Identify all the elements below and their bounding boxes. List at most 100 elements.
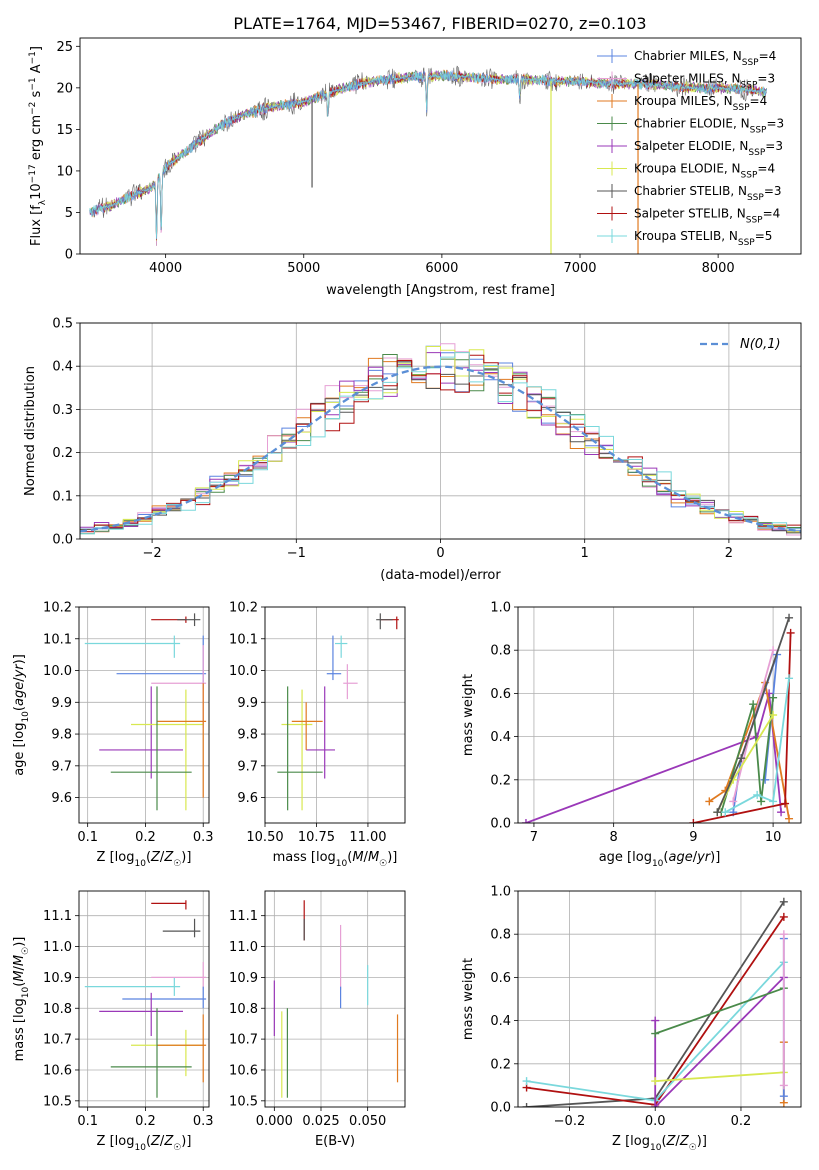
series-marker <box>651 1103 660 1107</box>
x-tick-label: 2 <box>725 546 733 561</box>
axes-frame <box>78 606 210 824</box>
errorbar-chabrier-stelib <box>177 613 201 627</box>
series-marker <box>521 819 530 823</box>
y-tick-label: 11.0 <box>43 940 72 955</box>
y-tick-label: 10 <box>56 164 73 179</box>
label-part: yr <box>12 663 27 679</box>
label-part: )] <box>12 937 27 947</box>
y-tick-label: 10.1 <box>43 632 72 647</box>
label-part: ( <box>347 850 352 865</box>
label-part: =4 <box>757 162 775 176</box>
series-marker <box>689 819 698 823</box>
legend-label-salpeter-elodie: Salpeter ELODIE, NSSP=3 <box>634 139 783 158</box>
label-part: )] <box>12 654 27 664</box>
y-tick-label: 0.6 <box>490 687 511 702</box>
y-tick-label: 0.4 <box>490 730 511 745</box>
plot-layer <box>84 900 207 1098</box>
label-part: age [log <box>12 723 27 776</box>
legend-label-kroupa-miles: Kroupa MILES, NSSP=4 <box>634 94 767 113</box>
y-tick-label: 0.0 <box>490 1101 511 1116</box>
errorbar-salpeter-elodie <box>99 686 183 779</box>
label-part: (data-model)/error <box>380 568 501 583</box>
label-part: Z [log <box>612 1134 650 1149</box>
label-part: =4 <box>763 207 781 221</box>
y-tick-label: 0 <box>65 248 73 263</box>
y-tick-label: 0.2 <box>490 773 511 788</box>
x-tick-label: 10.75 <box>298 830 335 845</box>
errorbar-kroupa-stelib <box>84 635 181 658</box>
series-line <box>654 987 785 1035</box>
label-part: λ <box>38 199 48 205</box>
label-part: =5 <box>755 229 773 243</box>
label-part: / <box>693 850 698 865</box>
y-axis-label: mass [log10(M/M☉)] <box>12 937 31 1062</box>
label-part: / <box>675 1134 680 1149</box>
series-marker <box>522 1077 531 1086</box>
plot-area <box>265 607 405 823</box>
label-part: =3 <box>766 117 784 131</box>
label-part: )] <box>387 850 397 865</box>
label-part: age <box>12 682 27 706</box>
x-tick-label: 11.00 <box>349 830 386 845</box>
age-vs-z-panel: 0.1 0.2 0.39.69.79.89.910.010.110.2Z [log1… <box>12 601 214 870</box>
label-part: A <box>29 64 44 77</box>
errorbar-kroupa-miles <box>291 702 323 750</box>
x-tick-label: 6000 <box>425 261 458 276</box>
x-tick-label: 7000 <box>563 261 596 276</box>
y-tick-label: 10.0 <box>229 664 258 679</box>
axes-frame <box>264 606 406 824</box>
plot-area <box>79 607 209 823</box>
x-tick-label: 0.0 <box>645 1114 666 1129</box>
errorbar-chabrier-stelib <box>376 613 393 630</box>
plot-layer <box>80 343 801 538</box>
histogram-salpeter-stelib <box>80 354 801 534</box>
label-part: 10 <box>336 859 348 869</box>
y-axis-label: Normed distribution <box>23 366 38 496</box>
histogram-panel: −2 −1 0 1 2 0.0 0.1 0.2 0.3 0.4 0.5 (data-model)/er… <box>23 317 802 583</box>
label-part: SSP <box>741 81 758 91</box>
y-tick-label: 0.0 <box>490 817 511 832</box>
series-marker <box>729 797 738 806</box>
label-part: −1 <box>28 77 38 90</box>
y-tick-label: 9.6 <box>237 791 258 806</box>
x-tick-label: 9 <box>689 830 697 845</box>
series-marker <box>705 797 714 806</box>
label-part: ( <box>146 1134 151 1149</box>
label-part: M <box>12 970 27 981</box>
label-part: )] <box>697 1134 707 1149</box>
label-part: E(B-V) <box>315 1134 355 1149</box>
y-tick-label: 25 <box>56 40 73 55</box>
label-part: / <box>160 850 165 865</box>
label-part: 10 <box>29 183 44 200</box>
label-part: ( <box>663 850 668 865</box>
label-part: 10 <box>650 1143 662 1153</box>
label-part: SSP <box>747 193 764 203</box>
y-tick-label: 10.9 <box>229 971 258 986</box>
axes-frame <box>78 890 210 1108</box>
histogram-kroupa-stelib <box>80 352 801 535</box>
x-axis-label: Z [log10(Z/Z☉)] <box>97 850 192 869</box>
errorbar-chabrier-elodie <box>110 1008 192 1098</box>
series-salpeter-miles <box>779 930 788 1090</box>
label-part: / <box>160 1134 165 1149</box>
x-tick-label: 0 <box>436 546 444 561</box>
axes-frame <box>79 322 802 540</box>
x-axis-label: wavelength [Angstrom, rest frame] <box>326 283 555 298</box>
y-tick-label: 9.9 <box>237 696 258 711</box>
plot-layer <box>273 900 399 1098</box>
label-part: 10 <box>21 711 31 723</box>
label-part: mass [log <box>12 998 27 1061</box>
label-part: / <box>12 677 27 682</box>
x-tick-label: 10 <box>765 830 782 845</box>
label-part: Z <box>150 1134 161 1149</box>
label-part: Z <box>679 1134 690 1149</box>
label-part: s <box>29 90 44 101</box>
label-part: ( <box>661 1134 666 1149</box>
y-tick-label: 11.1 <box>43 909 72 924</box>
plot-area <box>518 607 801 823</box>
label-part: age [log <box>599 850 652 865</box>
label-part: Salpeter STELIB, N <box>634 207 746 221</box>
series-marker <box>777 808 786 817</box>
series-marker <box>713 808 722 817</box>
